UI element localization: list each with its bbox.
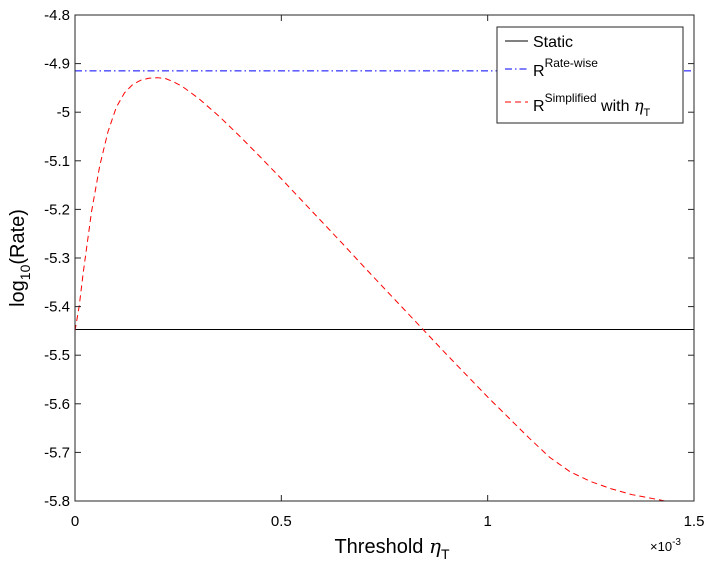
x-tick-label: 0 <box>71 513 79 530</box>
x-axis-label-text: Threshold <box>334 536 429 558</box>
x-axis-label-symbol: η <box>429 534 441 558</box>
x-tick-label: 0.5 <box>271 513 292 530</box>
legend-simplified-sup: Simplified <box>545 91 597 105</box>
y-tick-label: -5.7 <box>44 444 70 461</box>
legend: Static RRate-wise RSimplified with ηT <box>496 26 684 124</box>
series-layer <box>74 70 694 502</box>
x-exponent-label: ×10-3 <box>650 537 681 554</box>
x-tick-label: 1.5 <box>684 513 705 530</box>
y-tick-label: -4.8 <box>44 7 70 24</box>
legend-simplified-symbol: η <box>634 96 644 115</box>
x-exponent-power: -3 <box>672 537 681 548</box>
y-axis-label-suffix: (Rate) <box>7 209 29 265</box>
x-exponent-base: ×10 <box>650 539 672 554</box>
x-axis-label-subscript: T <box>441 546 450 562</box>
y-tick-label: -5.6 <box>44 396 70 413</box>
y-tick-label: -5.5 <box>44 347 70 364</box>
y-tick-label: -5 <box>57 104 70 121</box>
plot-frame <box>74 14 695 502</box>
legend-label-static: Static <box>533 34 573 51</box>
y-tick-label: -5.3 <box>44 250 70 267</box>
x-tick-label: 1 <box>483 513 491 530</box>
y-tick-label: -4.9 <box>44 56 70 73</box>
legend-box <box>496 26 684 124</box>
legend-simplified-suffix: with <box>597 98 634 115</box>
y-tick-label: -5.8 <box>44 493 70 510</box>
legend-label-rate-wise: RRate-wise <box>533 56 598 80</box>
legend-simplified-sub: T <box>644 107 651 119</box>
y-axis-label-subscript: 10 <box>17 264 33 280</box>
legend-rate-wise-sup: Rate-wise <box>545 56 599 70</box>
legend-rate-wise-base: R <box>533 63 545 80</box>
y-tick-label: -5.2 <box>44 201 70 218</box>
legend-simplified-base: R <box>533 98 545 115</box>
y-tick-label: -5.4 <box>44 299 70 316</box>
legend-label-simplified: RSimplified with ηT <box>533 91 651 119</box>
x-axis-label: Threshold ηT <box>334 534 449 562</box>
series-line-simplified <box>74 77 666 502</box>
y-axis-label: log10(Rate) <box>7 209 33 307</box>
y-axis-label-prefix: log <box>7 280 29 307</box>
ticks-layer: 0 0.5 1 1.5 -4.8 -4.9 -5 -5.1 -5.2 -5.3 -5.4 -5.5 -5… <box>44 7 704 530</box>
y-tick-label: -5.1 <box>44 153 70 170</box>
